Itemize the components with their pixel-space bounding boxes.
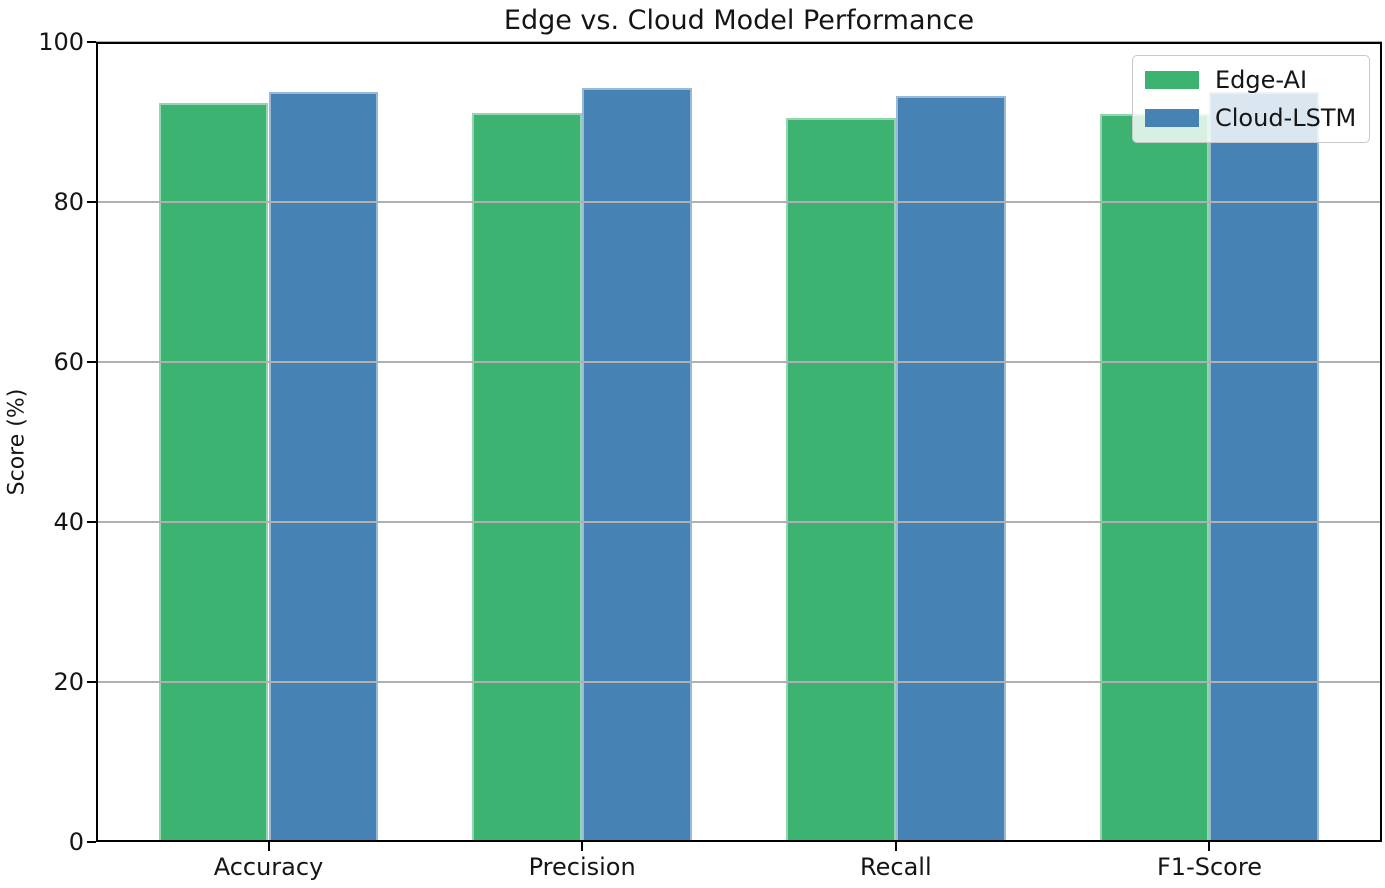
bar-edge-ai-accuracy	[158, 102, 269, 842]
x-tick-mark-precision	[581, 842, 584, 851]
y-tick-mark-60	[87, 361, 96, 363]
y-tick-mark-40	[87, 521, 96, 523]
legend: Edge-AI Cloud-LSTM	[1132, 55, 1370, 143]
y-tick-mark-0	[87, 841, 96, 843]
x-tick-mark-f1-score	[1208, 842, 1211, 851]
legend-swatch-edge-ai	[1145, 71, 1199, 89]
x-tick-label-accuracy: Accuracy	[213, 853, 324, 881]
x-tick-label-precision: Precision	[528, 853, 636, 881]
x-tick-label-f1-score: F1-Score	[1157, 853, 1262, 881]
bar-cloud-lstm-accuracy	[268, 91, 379, 842]
bars-layer	[96, 42, 1382, 842]
chart-title: Edge vs. Cloud Model Performance	[503, 5, 975, 36]
bar-cloud-lstm-f1-score	[1209, 91, 1320, 842]
y-tick-mark-80	[87, 201, 96, 203]
legend-label-edge-ai: Edge-AI	[1215, 66, 1308, 94]
y-tick-label-0: 0	[68, 828, 84, 856]
bar-edge-ai-precision	[472, 113, 583, 842]
y-axis-label: Score (%)	[4, 388, 30, 496]
y-tick-label-60: 60	[53, 348, 84, 376]
x-tick-mark-recall	[894, 842, 897, 851]
y-tick-mark-20	[87, 681, 96, 683]
y-tick-label-100: 100	[38, 28, 84, 56]
y-tick-label-80: 80	[53, 188, 84, 216]
legend-entry-cloud-lstm: Cloud-LSTM	[1145, 104, 1357, 132]
bar-edge-ai-recall	[786, 118, 896, 842]
plot-area: Edge-AI Cloud-LSTM	[96, 41, 1382, 842]
legend-label-cloud-lstm: Cloud-LSTM	[1215, 104, 1357, 132]
bar-edge-ai-f1-score	[1099, 114, 1210, 842]
legend-entry-edge-ai: Edge-AI	[1145, 66, 1357, 94]
y-tick-label-20: 20	[53, 668, 84, 696]
x-tick-mark-accuracy	[267, 842, 270, 851]
x-tick-label-recall: Recall	[860, 853, 932, 881]
bar-cloud-lstm-precision	[582, 88, 692, 842]
y-tick-mark-100	[87, 41, 96, 43]
legend-swatch-cloud-lstm	[1145, 109, 1199, 127]
y-tick-label-40: 40	[53, 508, 84, 536]
bar-cloud-lstm-recall	[895, 95, 1006, 842]
